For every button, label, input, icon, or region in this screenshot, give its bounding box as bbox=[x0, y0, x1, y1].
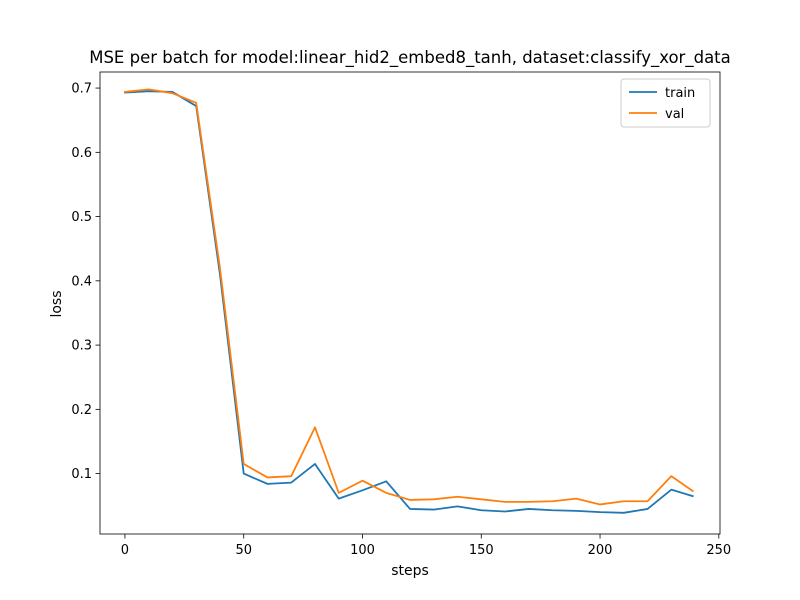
y-tick-label: 0.4 bbox=[71, 274, 92, 289]
x-tick-label: 0 bbox=[121, 543, 129, 558]
legend-label-val: val bbox=[665, 107, 684, 122]
chart-title: MSE per batch for model:linear_hid2_embe… bbox=[89, 48, 731, 68]
x-tick-label: 200 bbox=[588, 543, 613, 558]
y-axis-label: loss bbox=[49, 290, 65, 317]
x-tick-label: 100 bbox=[350, 543, 375, 558]
x-tick-label: 150 bbox=[469, 543, 494, 558]
y-tick-label: 0.6 bbox=[71, 146, 92, 161]
plot-area: 0 50 100 150 200 250 0.1 0.2 0.3 0.4 0.5 0.6 0.7 trai… bbox=[71, 71, 731, 558]
legend-box bbox=[620, 78, 711, 128]
legend-label-train: train bbox=[665, 86, 695, 101]
y-tick-label: 0.7 bbox=[71, 82, 92, 97]
y-tick-label: 0.5 bbox=[71, 210, 92, 225]
axes-frame bbox=[99, 71, 721, 535]
x-tick-label: 50 bbox=[235, 543, 252, 558]
y-tick-label: 0.2 bbox=[71, 403, 92, 418]
x-axis-label: steps bbox=[391, 563, 429, 579]
x-tick-label: 250 bbox=[706, 543, 731, 558]
series-line-val bbox=[123, 88, 694, 506]
y-tick-label: 0.3 bbox=[71, 339, 92, 354]
y-tick-label: 0.1 bbox=[71, 467, 92, 482]
